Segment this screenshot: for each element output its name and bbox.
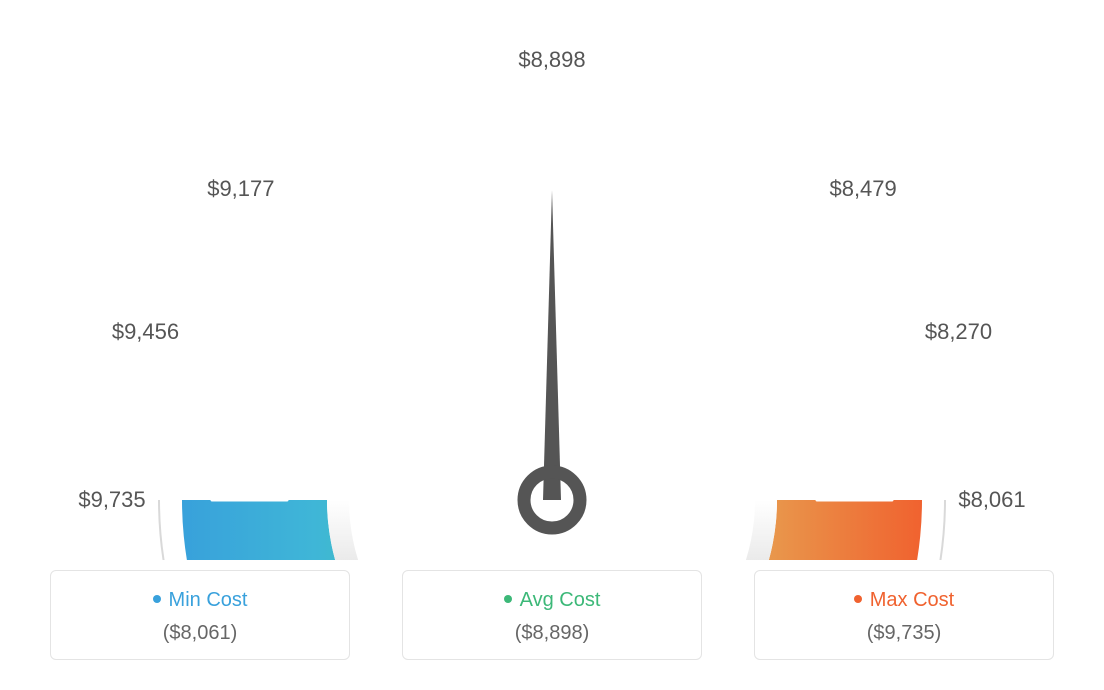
gauge-tick: [785, 319, 822, 344]
gauge-scale-label: $9,735: [78, 487, 145, 513]
legend-value: ($8,898): [413, 622, 691, 645]
legend-title: Min Cost: [169, 589, 248, 611]
gauge-tick: [489, 181, 498, 225]
gauge-needle: [543, 190, 561, 500]
legend-dot-icon: [504, 595, 512, 603]
gauge-tick: [233, 437, 277, 446]
legend-card: Max Cost ($9,735): [754, 570, 1054, 660]
gauge-scale-label: $8,061: [958, 487, 1025, 513]
gauge-tick: [238, 370, 307, 399]
gauge-scale-label: $8,479: [829, 176, 896, 202]
legend-card: Avg Cost ($8,898): [402, 570, 702, 660]
legend-title: Avg Cost: [520, 589, 601, 611]
gauge-scale-label: $9,177: [207, 176, 274, 202]
gauge-chart: $8,061 $8,270 $8,479 $8,898 $9,177 $9,456 $9,7…: [0, 0, 1104, 560]
gauge-tick: [282, 319, 319, 344]
legend-title: Max Cost: [870, 589, 954, 611]
legend-dot-icon: [153, 595, 161, 603]
gauge-tick: [428, 200, 445, 242]
legend-dot-icon: [854, 595, 862, 603]
gauge-scale-label: $8,270: [925, 319, 992, 345]
legend-row: Min Cost ($8,061) Avg Cost ($8,898) Max Cost…: [0, 570, 1104, 660]
gauge-tick: [312, 260, 365, 313]
gauge-tick: [827, 437, 871, 446]
gauge-tick: [708, 230, 733, 267]
gauge-tick: [607, 181, 616, 225]
gauge-tick: [739, 260, 792, 313]
legend-value: ($8,061): [61, 622, 339, 645]
gauge-scale-label: $9,456: [112, 319, 179, 345]
legend-value: ($9,735): [765, 622, 1043, 645]
gauge-scale-label: $8,898: [518, 47, 585, 73]
gauge-svg: [0, 0, 1104, 560]
gauge-tick: [797, 370, 866, 399]
gauge-tick: [659, 200, 676, 242]
gauge-tick: [371, 230, 396, 267]
legend-card: Min Cost ($8,061): [50, 570, 350, 660]
